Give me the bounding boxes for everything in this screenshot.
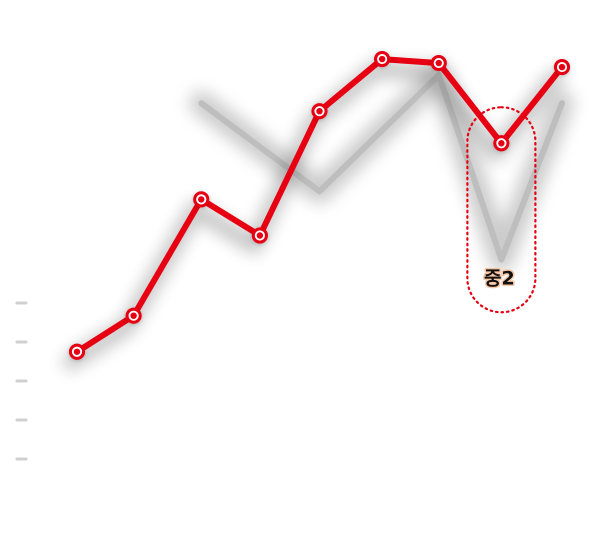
- red-series-point: [493, 135, 510, 153]
- red-series-point: [374, 50, 391, 69]
- red-series-point-core: [256, 232, 264, 239]
- red-series-point: [125, 307, 142, 325]
- red-series-point: [68, 343, 86, 361]
- red-series-point-core: [73, 348, 81, 355]
- red-series-point: [430, 54, 447, 73]
- red-series-point: [251, 227, 268, 245]
- red-series-point-core: [316, 107, 323, 115]
- red-series-point-core: [378, 55, 386, 63]
- highlight-group: 중2: [466, 106, 537, 314]
- highlight-label: 중2: [484, 267, 515, 289]
- red-series-point-core: [498, 140, 505, 147]
- red-series-point: [193, 191, 210, 209]
- red-series-point-core: [198, 196, 205, 203]
- series-red-group: [68, 50, 571, 361]
- red-series-point-core: [130, 312, 137, 319]
- red-series-point-core: [558, 63, 566, 71]
- red-series-point: [553, 58, 571, 77]
- y-axis-ticks: [15, 301, 28, 461]
- red-series-point-core: [435, 59, 442, 67]
- highlight-capsule: [466, 106, 537, 314]
- red-series-point: [311, 103, 328, 121]
